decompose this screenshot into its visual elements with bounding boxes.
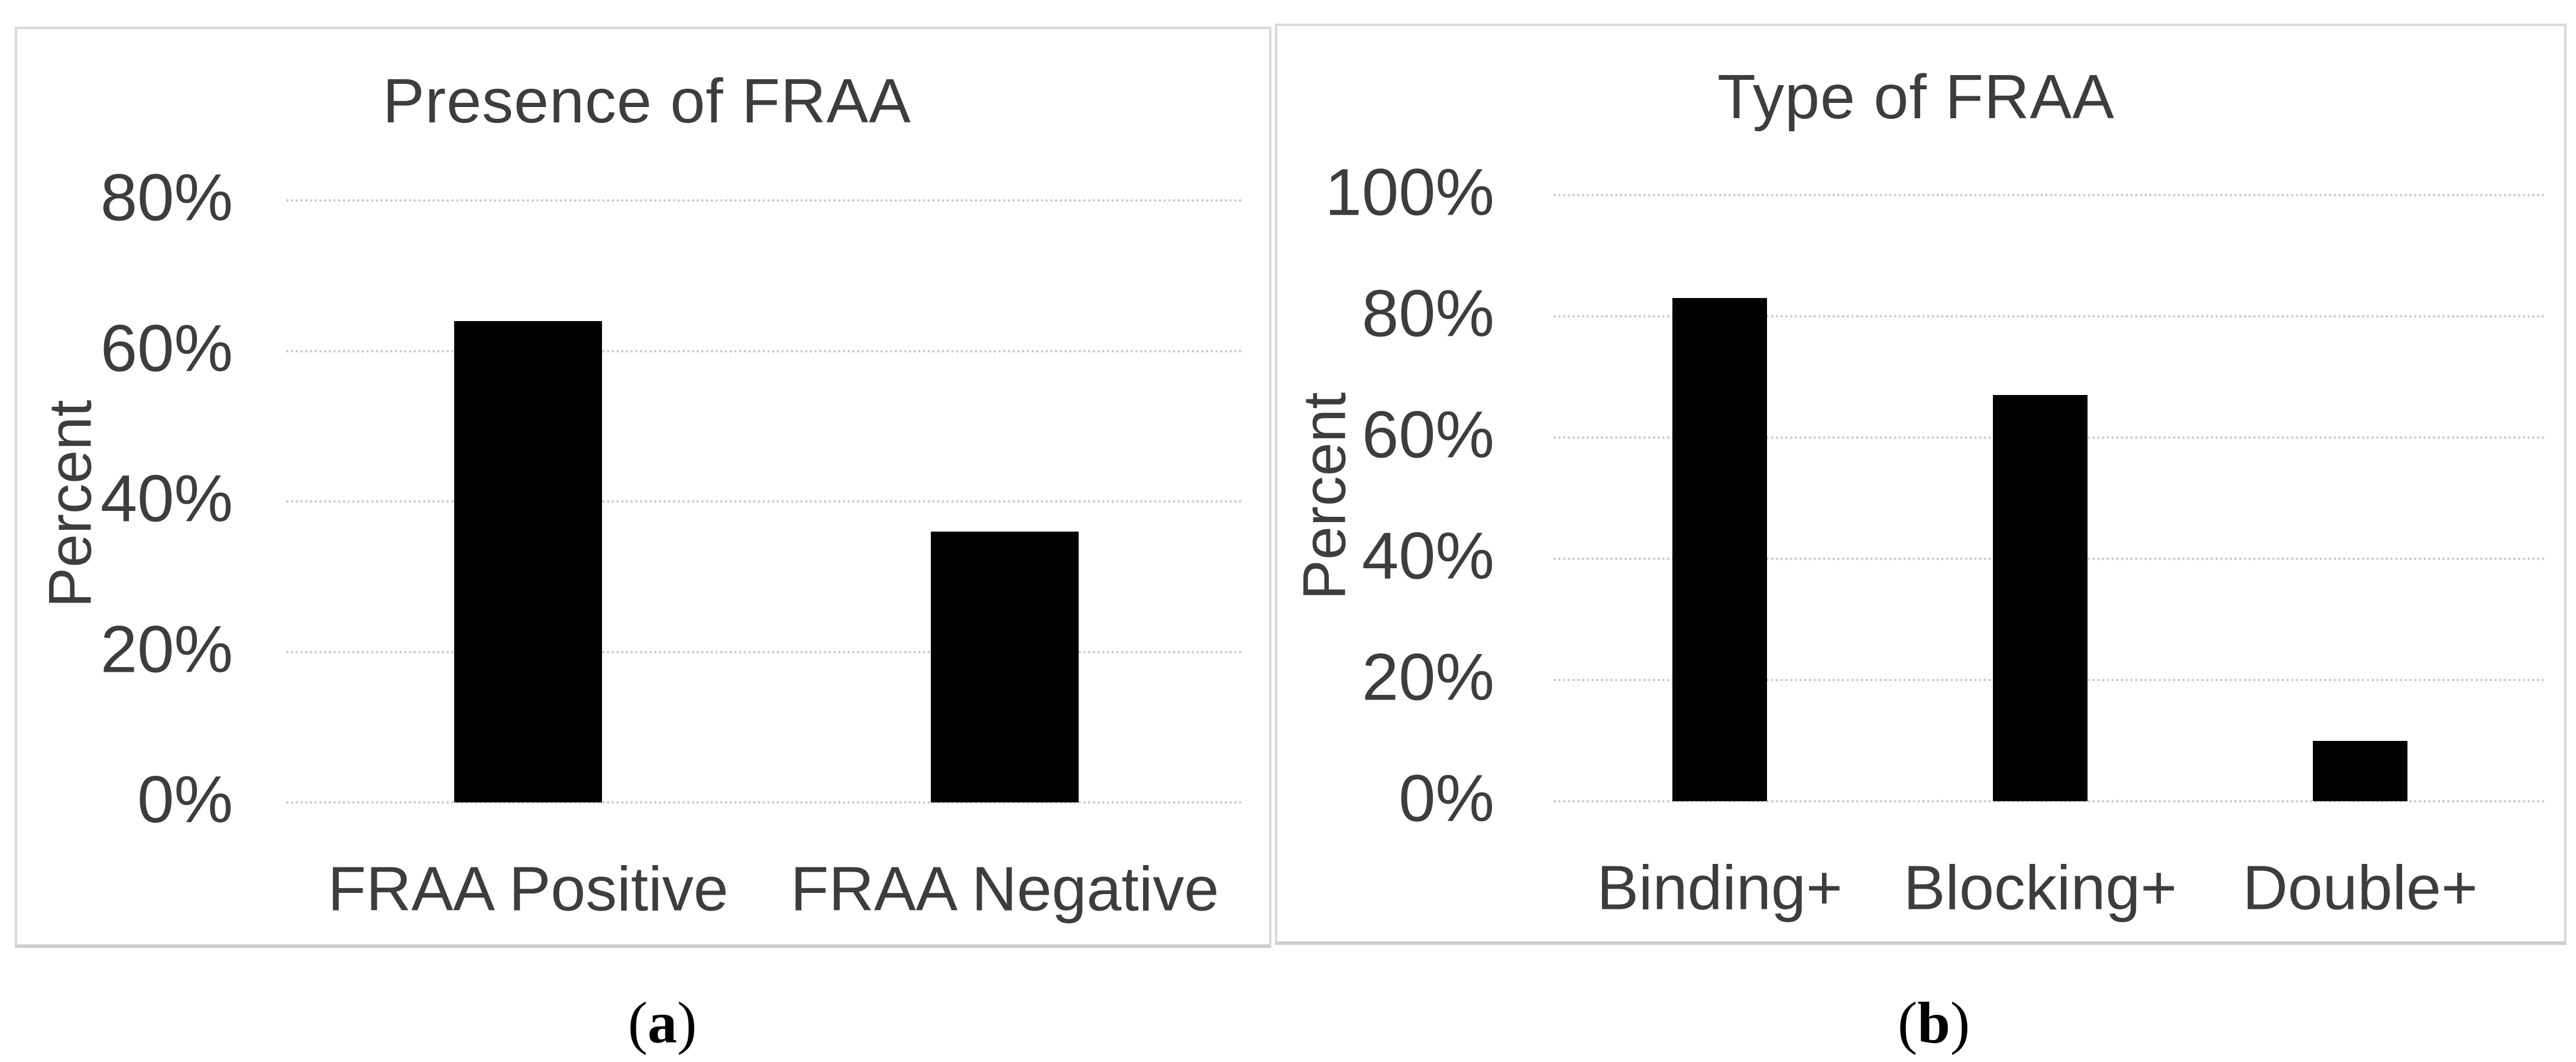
y-tick-label: 0%: [137, 762, 233, 837]
y-tick-label: 80%: [1361, 276, 1494, 351]
gridline: [286, 650, 1242, 653]
y-tick-label: 60%: [1361, 397, 1494, 472]
bar-double: [2313, 740, 2407, 801]
chart-title: Type of FRAA: [1717, 62, 2115, 132]
gridline: [286, 199, 1242, 202]
bar-fraa-negative: [931, 531, 1079, 802]
x-axis-gridline: [286, 801, 1242, 804]
gridline: [1554, 315, 2545, 318]
gridline: [286, 349, 1242, 352]
y-tick-label: 100%: [1325, 155, 1494, 229]
gridline: [1554, 194, 2545, 196]
chart-title: Presence of FRAA: [383, 66, 911, 136]
chart-panel-b: Type of FRAA Percent 0% 20% 40% 60% 80% 100% B…: [1275, 24, 2567, 945]
chart-panel-a: Presence of FRAA Percent 0% 20% 40% 60% 80% F…: [15, 27, 1271, 948]
bar-blocking: [1993, 395, 2088, 801]
category-label: Binding+: [1597, 853, 1843, 923]
category-label: Blocking+: [1903, 853, 2177, 923]
y-tick-label: 80%: [100, 160, 233, 235]
y-tick-label: 20%: [1361, 640, 1494, 714]
category-label: Double+: [2242, 853, 2478, 923]
y-tick-label: 40%: [1361, 519, 1494, 593]
category-label: FRAA Negative: [790, 854, 1219, 924]
caption-letter: a: [648, 990, 677, 1055]
plot-area: 0% 20% 40% 60% 80% 100% Binding+ Blocking+ Doubl…: [1277, 26, 2564, 941]
gridline: [286, 500, 1242, 503]
plot-area: 0% 20% 40% 60% 80% FRAA Positive FRAA Negative: [17, 29, 1269, 944]
bar-binding: [1672, 298, 1767, 801]
x-axis-gridline: [1554, 800, 2545, 802]
y-tick-label: 0%: [1399, 761, 1494, 836]
caption-paren-open: (: [1897, 990, 1918, 1055]
y-tick-label: 40%: [100, 461, 233, 536]
caption-paren-open: (: [627, 990, 648, 1055]
category-label: FRAA Positive: [328, 854, 729, 924]
caption-paren-close: ): [677, 990, 697, 1055]
y-tick-label: 60%: [100, 310, 233, 385]
caption-letter: b: [1917, 990, 1950, 1055]
bar-fraa-positive: [454, 320, 602, 802]
caption-paren-close: ): [1950, 990, 1970, 1055]
y-tick-label: 20%: [100, 611, 233, 686]
subfigure-caption-a: (a): [514, 989, 810, 1057]
subfigure-caption-b: (b): [1786, 989, 2082, 1057]
